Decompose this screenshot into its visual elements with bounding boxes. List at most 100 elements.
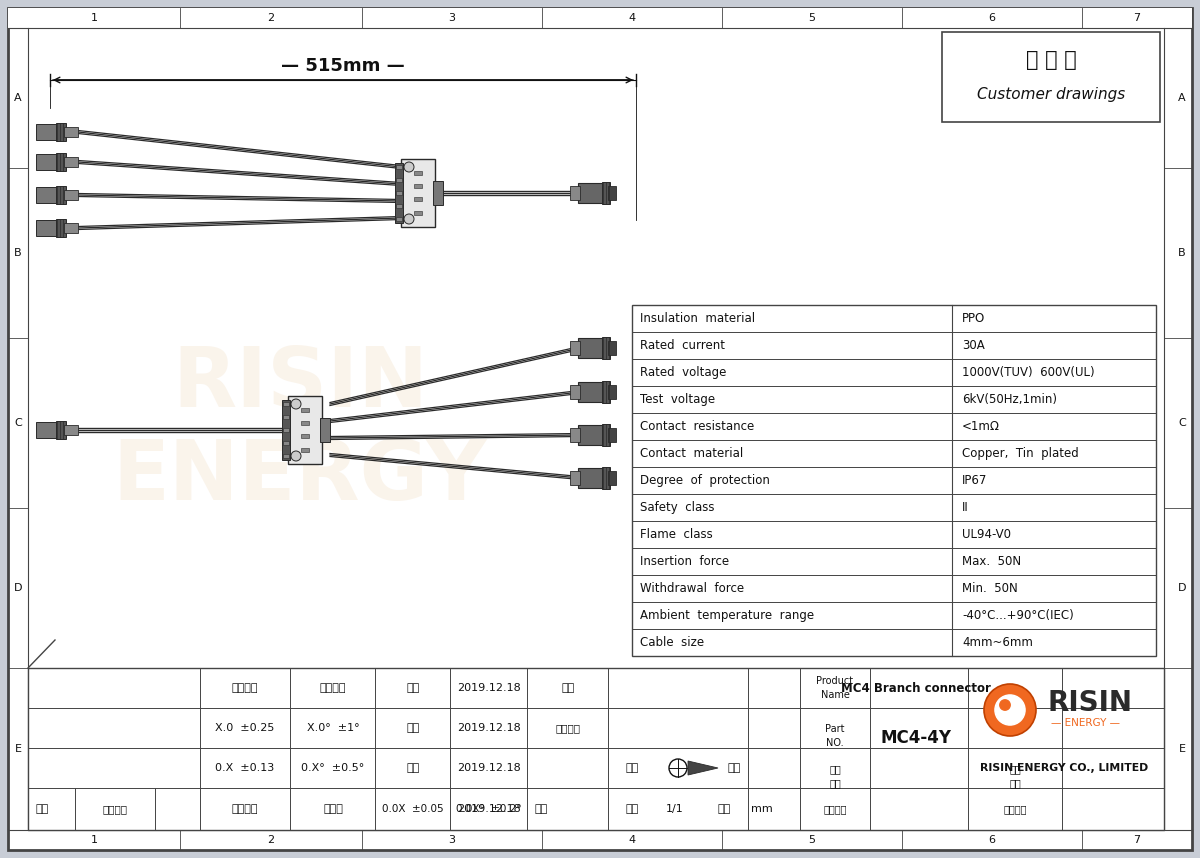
Bar <box>36 187 58 203</box>
Text: — 515mm —: — 515mm — <box>281 57 404 75</box>
Text: Rated  voltage: Rated voltage <box>640 366 726 379</box>
Text: 0.0X  ±0.05: 0.0X ±0.05 <box>382 804 444 814</box>
Polygon shape <box>688 761 718 775</box>
Bar <box>283 402 289 406</box>
Bar <box>56 153 66 171</box>
Text: 2: 2 <box>268 835 275 845</box>
Text: PPO: PPO <box>962 312 985 325</box>
Bar <box>301 448 310 452</box>
Bar <box>602 337 610 359</box>
Text: Part: Part <box>826 724 845 734</box>
Text: 专案: 专案 <box>829 764 841 774</box>
Text: 修订人: 修订人 <box>323 804 343 814</box>
Bar <box>608 341 616 355</box>
Text: Safety  class: Safety class <box>640 501 714 514</box>
Text: MC4-4Y: MC4-4Y <box>881 729 952 747</box>
Text: 7: 7 <box>1134 13 1140 23</box>
Text: 专案编号: 专案编号 <box>823 804 847 814</box>
Circle shape <box>984 684 1036 736</box>
Text: 4: 4 <box>629 13 636 23</box>
Text: UL94-V0: UL94-V0 <box>962 528 1010 541</box>
Text: 1: 1 <box>90 835 97 845</box>
Text: C: C <box>14 418 22 428</box>
Bar <box>396 204 402 208</box>
Text: 版本: 版本 <box>35 804 49 814</box>
Bar <box>414 184 422 188</box>
Text: X.0  ±0.25: X.0 ±0.25 <box>215 723 275 733</box>
Text: RISIN ENERGY CO., LIMITED: RISIN ENERGY CO., LIMITED <box>980 763 1148 773</box>
Text: 材质: 材质 <box>562 683 575 693</box>
Bar <box>282 400 290 460</box>
Bar <box>396 191 402 195</box>
Text: D: D <box>13 583 23 593</box>
Text: <1mΩ: <1mΩ <box>962 420 1000 433</box>
Bar <box>283 454 289 458</box>
Text: NO.: NO. <box>826 738 844 748</box>
Bar <box>578 425 604 445</box>
Bar <box>301 408 310 412</box>
Bar <box>36 154 58 170</box>
Text: 编号: 编号 <box>1009 778 1021 788</box>
Bar <box>56 219 66 237</box>
Bar <box>396 165 402 169</box>
Text: 6: 6 <box>989 835 996 845</box>
Text: 绘图: 绘图 <box>534 804 547 814</box>
Bar <box>64 127 78 137</box>
Text: A: A <box>14 93 22 103</box>
Text: Customer drawings: Customer drawings <box>977 87 1126 101</box>
Bar <box>602 381 610 403</box>
Bar <box>301 421 310 425</box>
Text: 客 户 图: 客 户 图 <box>1026 50 1076 70</box>
Bar <box>36 124 58 140</box>
Circle shape <box>404 162 414 172</box>
Text: 3: 3 <box>449 13 456 23</box>
Bar <box>608 428 616 442</box>
Text: 2: 2 <box>268 13 275 23</box>
Bar <box>414 171 422 175</box>
Text: 5: 5 <box>809 13 816 23</box>
Bar <box>396 178 402 182</box>
Text: Ambient  temperature  range: Ambient temperature range <box>640 609 814 622</box>
Text: 4: 4 <box>629 835 636 845</box>
Text: 2019.12.18: 2019.12.18 <box>457 723 521 733</box>
Text: Flame  class: Flame class <box>640 528 713 541</box>
Text: E: E <box>1178 744 1186 754</box>
Text: 页次: 页次 <box>625 804 638 814</box>
Text: 核准: 核准 <box>407 683 420 693</box>
Bar <box>64 157 78 167</box>
Bar <box>578 338 604 358</box>
Text: RISIN
ENERGY: RISIN ENERGY <box>113 342 487 517</box>
Bar <box>602 424 610 446</box>
Text: 0.X°  ±0.5°: 0.X° ±0.5° <box>301 763 365 773</box>
Text: 文件编号: 文件编号 <box>1003 804 1027 814</box>
Bar <box>578 183 604 203</box>
Text: 修订内容: 修订内容 <box>232 804 258 814</box>
Text: IP67: IP67 <box>962 474 988 487</box>
Circle shape <box>995 695 1025 725</box>
Text: Degree  of  protection: Degree of protection <box>640 474 770 487</box>
Bar <box>320 418 330 442</box>
Bar <box>608 471 616 485</box>
Text: 设计: 设计 <box>407 763 420 773</box>
Text: A: A <box>1178 93 1186 103</box>
Text: RISIN: RISIN <box>1048 689 1133 717</box>
Bar <box>433 181 443 205</box>
Bar <box>396 217 402 221</box>
Text: 6: 6 <box>989 13 996 23</box>
Text: Cable  size: Cable size <box>640 636 704 649</box>
Text: 1000V(TUV)  600V(UL): 1000V(TUV) 600V(UL) <box>962 366 1094 379</box>
Text: Max.  50N: Max. 50N <box>962 555 1021 568</box>
Text: 6kV(50Hz,1min): 6kV(50Hz,1min) <box>962 393 1057 406</box>
Text: 2019.12.18: 2019.12.18 <box>457 804 521 814</box>
Bar <box>570 186 580 200</box>
Text: 0.X  ±0.13: 0.X ±0.13 <box>215 763 275 773</box>
Text: D: D <box>1177 583 1187 593</box>
Text: Contact  resistance: Contact resistance <box>640 420 755 433</box>
Text: 30A: 30A <box>962 339 985 352</box>
Circle shape <box>404 214 414 224</box>
Text: 2019.12.18: 2019.12.18 <box>457 683 521 693</box>
Bar <box>64 223 78 233</box>
Bar <box>395 163 403 223</box>
Text: 编号: 编号 <box>829 778 841 788</box>
Text: -40°C...+90°C(IEC): -40°C...+90°C(IEC) <box>962 609 1074 622</box>
